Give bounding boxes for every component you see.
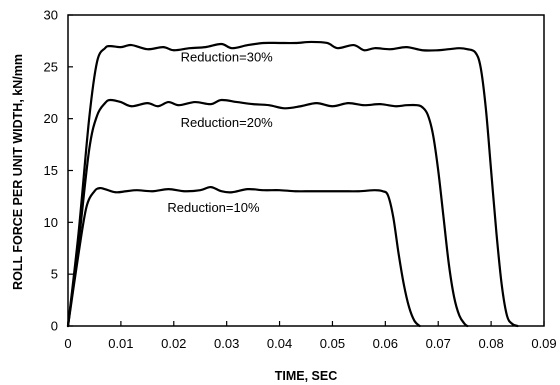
x-tick-label: 0.07: [426, 336, 451, 351]
series-annotation: Reduction=20%: [181, 115, 274, 130]
x-tick-label: 0.04: [267, 336, 292, 351]
y-axis-ticks: 0 5 10 15 20 25 30: [44, 8, 73, 334]
x-tick-label: 0.01: [108, 336, 133, 351]
series-annotation: Reduction=10%: [167, 200, 260, 215]
plot-frame: [67, 14, 545, 327]
x-tick-label: 0.08: [478, 336, 503, 351]
y-tick-label: 5: [51, 267, 58, 282]
x-tick-label: 0.06: [373, 336, 398, 351]
y-tick-label: 30: [44, 8, 58, 23]
plot-area: [67, 14, 545, 327]
series-line-reduction-30: [66, 40, 519, 328]
x-tick-label: 0.03: [214, 336, 239, 351]
series-annotations: Reduction=30% Reduction=20% Reduction=10%: [167, 50, 273, 215]
y-tick-label: 25: [44, 59, 58, 74]
series-annotation: Reduction=30%: [181, 50, 274, 65]
y-tick-label: 10: [44, 215, 58, 230]
series-lines: [66, 40, 519, 328]
x-tick-label: 0.02: [161, 336, 186, 351]
series-line-reduction-10: [66, 185, 421, 328]
series-line-reduction-20: [66, 98, 469, 328]
y-tick-label: 20: [44, 111, 58, 126]
x-tick-label: 0.05: [320, 336, 345, 351]
x-axis-ticks: 0 0.01 0.02 0.03 0.04 0.05 0.06 0.07 0.08 0.09: [64, 321, 557, 351]
y-axis-title: ROLL FORCE PER UNIT WIDTH, kN/mm: [11, 54, 25, 290]
y-tick-label: 15: [44, 163, 58, 178]
x-tick-label: 0.09: [531, 336, 556, 351]
y-tick-label: 0: [51, 319, 58, 334]
x-tick-label: 0: [64, 336, 71, 351]
x-axis-title: TIME, SEC: [275, 369, 338, 383]
